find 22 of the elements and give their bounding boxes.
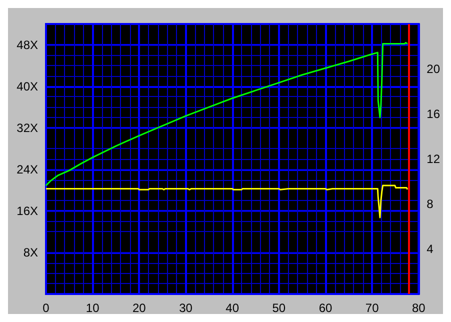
x-tick-label: 50 bbox=[272, 301, 286, 315]
x-tick-label: 80 bbox=[412, 301, 426, 315]
x-tick-label: 70 bbox=[365, 301, 380, 315]
x-tick-label: 60 bbox=[318, 301, 332, 315]
y-tick-label: 48X bbox=[16, 38, 38, 52]
y-tick-label: 40X bbox=[16, 79, 38, 94]
y2-tick-label: 8 bbox=[426, 197, 434, 211]
y2-tick-label: 16 bbox=[426, 107, 440, 121]
x-tick-label: 30 bbox=[179, 301, 193, 315]
y2-tick-label: 4 bbox=[426, 242, 434, 256]
y2-tick-label: 20 bbox=[426, 62, 440, 76]
y-tick-label: 8X bbox=[23, 245, 38, 260]
x-tick-label: 0 bbox=[42, 301, 50, 315]
line-series bbox=[45, 184, 408, 218]
y-tick-label: 32X bbox=[16, 120, 38, 135]
x-tick-label: 40 bbox=[226, 301, 240, 315]
y-tick-label: 24X bbox=[16, 162, 38, 176]
y2-tick-label: 12 bbox=[426, 152, 440, 166]
y-tick-label: 16X bbox=[16, 204, 38, 218]
line-series bbox=[45, 42, 408, 186]
x-tick-label: 10 bbox=[86, 301, 100, 315]
x-tick-label: 20 bbox=[132, 301, 146, 315]
